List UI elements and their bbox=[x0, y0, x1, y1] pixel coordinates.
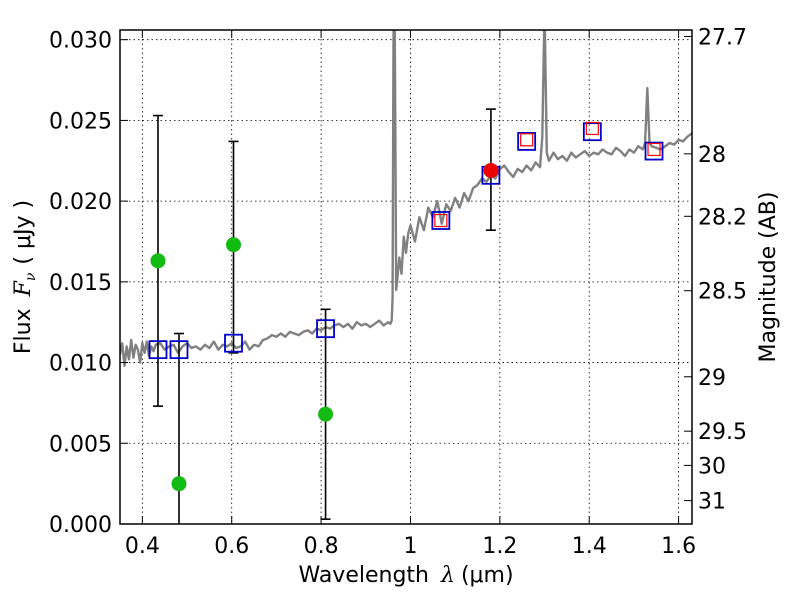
model-photometry-square bbox=[582, 122, 602, 142]
y-axis-ticks: 0.000 0.005 0.010 0.015 0.020 0.025 0.030 bbox=[49, 29, 128, 538]
y-tick-label: 0.000 bbox=[49, 513, 112, 538]
magnitude-tick-label: 28.5 bbox=[698, 280, 747, 305]
upper-limit-marker bbox=[520, 133, 534, 147]
y-tick-label: 0.005 bbox=[49, 432, 112, 457]
magnitude-tick-label: 28.2 bbox=[698, 205, 747, 230]
plot-area bbox=[120, 30, 692, 524]
x-tick-label: 1 bbox=[403, 534, 417, 559]
y-axis-label-symbol: F bbox=[11, 280, 36, 297]
x-axis-ticks: 0.4 0.6 0.8 1 1.2 1.4 1.6 bbox=[125, 30, 696, 559]
magnitude-tick-label: 29.5 bbox=[698, 420, 747, 445]
x-tick-label: 0.8 bbox=[304, 534, 339, 559]
model-photometry-square bbox=[316, 319, 335, 339]
x-tick-label: 1.2 bbox=[482, 534, 517, 559]
y-tick-label: 0.025 bbox=[49, 109, 112, 134]
y-axis-label: Flux Fν ( μJy ) bbox=[11, 200, 39, 354]
model-photometry-square bbox=[169, 340, 189, 360]
x-tick-label: 0.6 bbox=[214, 534, 249, 559]
optical-point bbox=[171, 476, 187, 492]
model-photometry-square bbox=[644, 141, 664, 161]
optical-point bbox=[150, 253, 166, 269]
model-photometry-square bbox=[431, 211, 451, 230]
magnitude-axis-ticks: 27.7 28 28.2 28.5 29 29.5 30 31 bbox=[684, 25, 747, 515]
y-tick-label: 0.015 bbox=[49, 271, 112, 296]
model-spectrum-line bbox=[120, 30, 692, 367]
model-photometry-square bbox=[224, 333, 243, 353]
magnitude-tick-label: 30 bbox=[698, 454, 726, 479]
optical-point bbox=[318, 406, 334, 422]
upper-limit-marker bbox=[434, 213, 448, 228]
x-tick-label: 1.6 bbox=[661, 534, 696, 559]
magnitude-tick-label: 31 bbox=[698, 490, 726, 515]
x-axis-label-symbol: λ bbox=[440, 563, 455, 588]
y-tick-label: 0.010 bbox=[49, 352, 112, 377]
axes-frame bbox=[119, 29, 693, 525]
model-photometry-square bbox=[148, 340, 168, 360]
model-photometry-square bbox=[517, 131, 537, 151]
y-tick-label: 0.020 bbox=[49, 190, 112, 215]
y-axis-label-prefix: Flux bbox=[11, 308, 36, 354]
magnitude-tick-label: 27.7 bbox=[698, 25, 747, 50]
nir-point bbox=[483, 162, 499, 178]
x-tick-label: 0.4 bbox=[125, 534, 160, 559]
x-axis-label-unit: (μm) bbox=[461, 563, 514, 588]
y-tick-label: 0.030 bbox=[49, 29, 112, 54]
upper-limit-marker bbox=[647, 142, 661, 157]
upper-limit-marker bbox=[585, 121, 599, 136]
magnitude-tick-label: 28 bbox=[698, 143, 726, 168]
optical-point bbox=[226, 237, 242, 253]
magnitude-tick-label: 29 bbox=[698, 366, 726, 391]
x-axis-label: Wavelength λ (μm) bbox=[298, 563, 513, 588]
y-axis-label-unit: ( μJy ) bbox=[11, 200, 36, 265]
y-axis-label-subscript: ν bbox=[23, 272, 39, 281]
x-tick-label: 1.4 bbox=[572, 534, 607, 559]
x-axis-label-prefix: Wavelength bbox=[298, 563, 429, 588]
magnitude-axis-label: Magnitude (AB) bbox=[756, 192, 781, 363]
